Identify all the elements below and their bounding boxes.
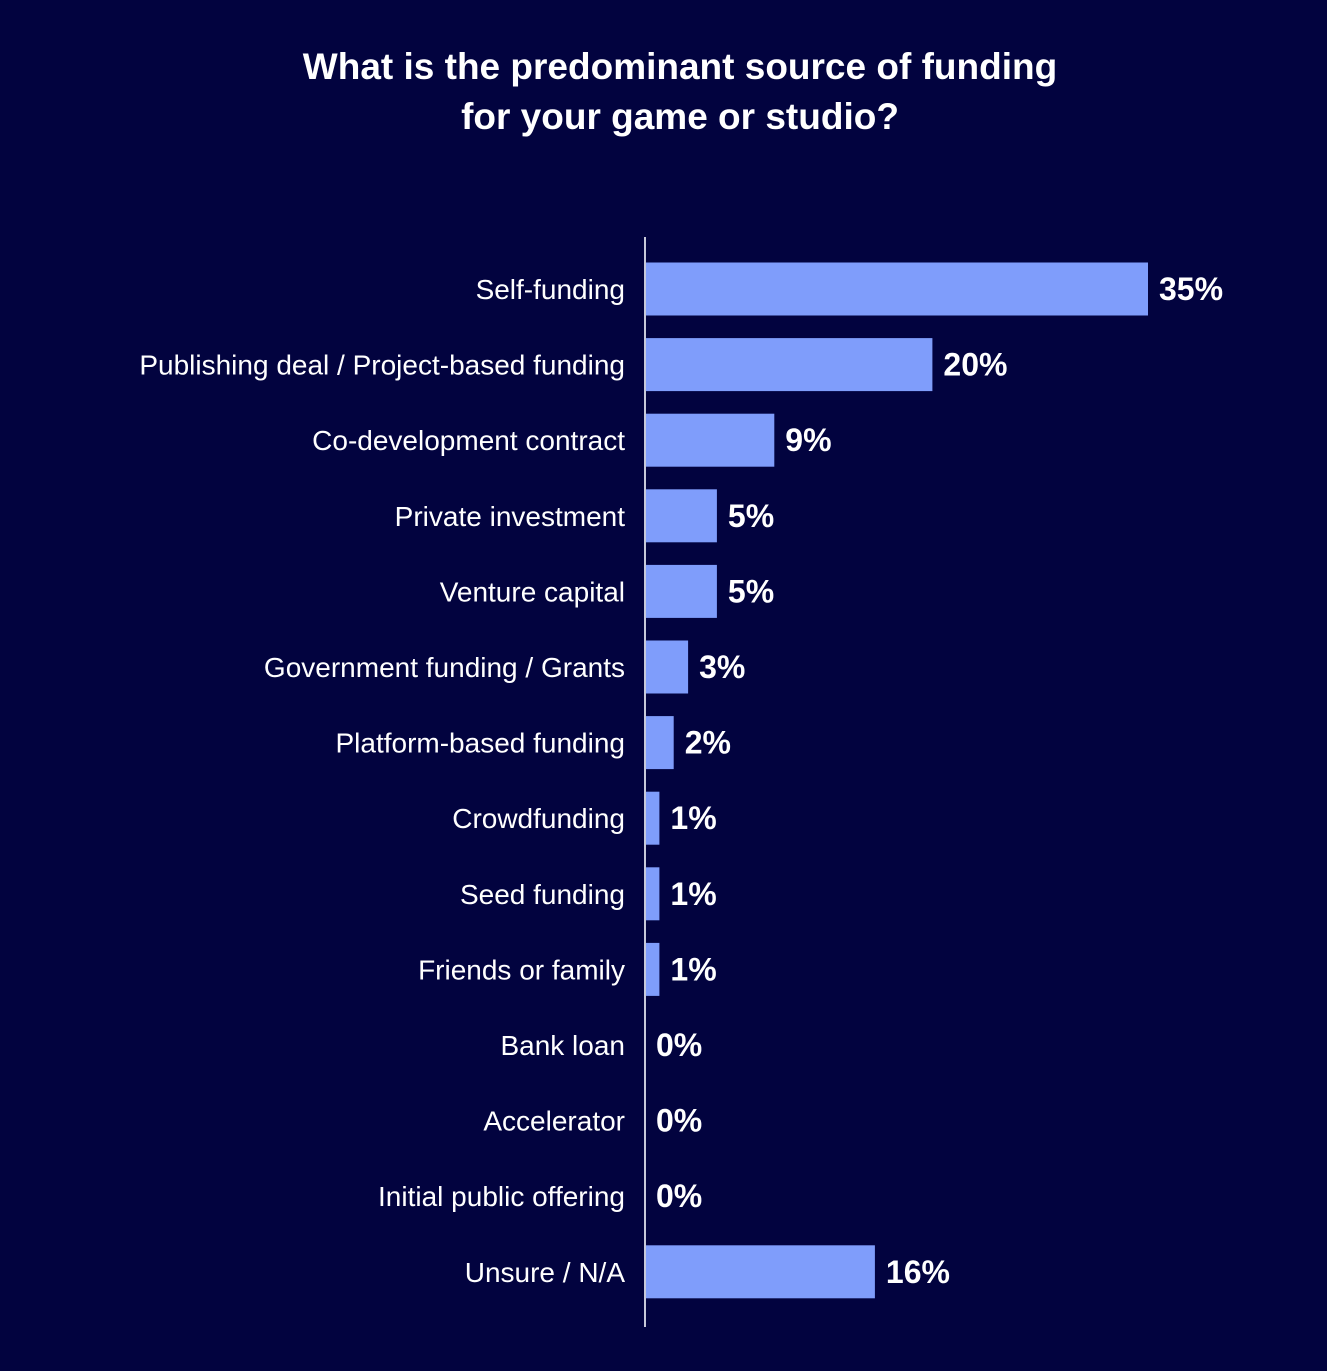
- value-label: 5%: [728, 573, 774, 609]
- value-label: 9%: [785, 422, 831, 458]
- bar: [645, 640, 689, 694]
- chart-title-line-1: What is the predominant source of fundin…: [302, 46, 1058, 87]
- category-label: Initial public offering: [378, 1181, 625, 1212]
- category-label: Unsure / N/A: [465, 1257, 626, 1288]
- value-label: 1%: [670, 800, 716, 836]
- chart-title-line-2: for your game or studio?: [461, 96, 899, 137]
- category-label: Platform-based funding: [335, 728, 625, 759]
- category-label: Venture capital: [440, 576, 625, 607]
- value-label: 20%: [943, 347, 1007, 383]
- category-label: Private investment: [395, 501, 626, 532]
- value-label: 3%: [699, 649, 745, 685]
- bar: [645, 716, 674, 770]
- category-label: Government funding / Grants: [264, 652, 625, 683]
- bar: [645, 1245, 875, 1299]
- value-label: 5%: [728, 498, 774, 534]
- labels-layer: Self-funding 35% Publishing deal / Project…: [139, 271, 1223, 1290]
- value-label: 0%: [656, 1027, 702, 1063]
- bar: [645, 262, 1148, 316]
- category-label: Seed funding: [460, 879, 625, 910]
- value-label: 35%: [1159, 271, 1223, 307]
- value-label: 1%: [670, 951, 716, 987]
- value-label: 0%: [656, 1103, 702, 1139]
- bar: [645, 942, 660, 996]
- category-label: Co-development contract: [312, 425, 625, 456]
- value-label: 2%: [685, 725, 731, 761]
- category-label: Bank loan: [500, 1030, 625, 1061]
- bar: [645, 413, 775, 467]
- bar: [645, 867, 660, 921]
- value-label: 16%: [886, 1254, 950, 1290]
- chart-title: What is the predominant source of fundin…: [0, 42, 1327, 142]
- category-label: Self-funding: [476, 274, 625, 305]
- bar: [645, 338, 933, 392]
- bar: [645, 791, 660, 845]
- bar: [645, 489, 717, 543]
- value-label: 1%: [670, 876, 716, 912]
- bar: [645, 564, 717, 618]
- category-label: Accelerator: [483, 1106, 625, 1137]
- category-label: Publishing deal / Project-based funding: [139, 350, 625, 381]
- value-label: 0%: [656, 1178, 702, 1214]
- category-label: Crowdfunding: [452, 803, 625, 834]
- bars-layer: [645, 262, 1148, 1299]
- category-label: Friends or family: [418, 954, 625, 985]
